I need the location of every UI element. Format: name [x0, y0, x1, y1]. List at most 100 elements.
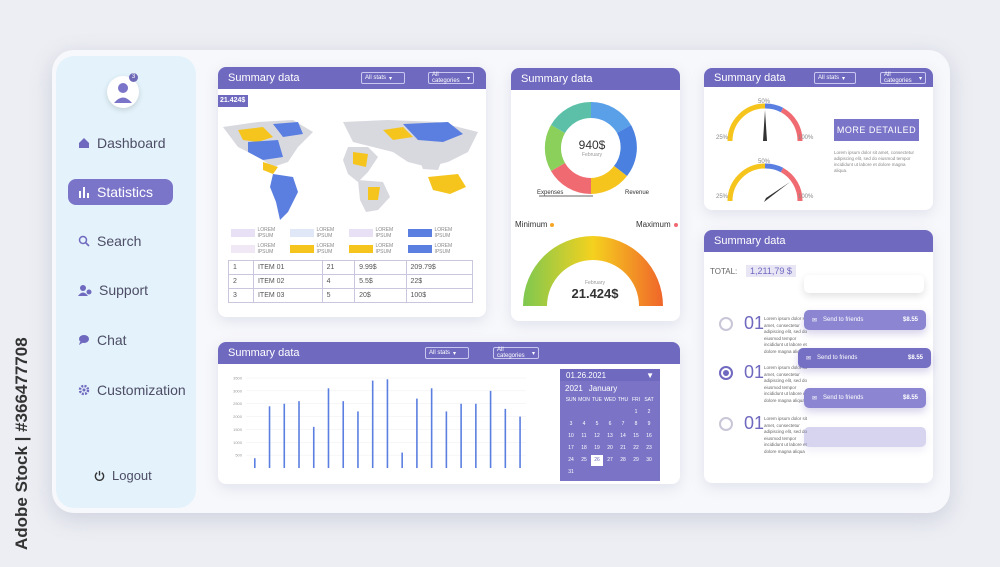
- more-detailed-button[interactable]: MORE DETAILED: [834, 119, 919, 141]
- calendar-day[interactable]: 20: [607, 445, 613, 451]
- sidebar-item-label: Search: [97, 233, 142, 249]
- send-to-friends-button[interactable]: ✉ Send to friends $8.55: [804, 388, 926, 408]
- calendar-month: January: [588, 384, 618, 393]
- bar[interactable]: [342, 401, 345, 468]
- donut-center-value: 940$: [578, 138, 606, 152]
- gauge-1-100: 100%: [798, 135, 814, 141]
- radio-option-1[interactable]: [719, 317, 733, 331]
- bar[interactable]: [489, 390, 492, 468]
- category-filter-dropdown[interactable]: All categories ▾: [880, 72, 926, 84]
- calendar-day[interactable]: 3: [569, 421, 573, 427]
- avatar[interactable]: [107, 76, 139, 108]
- calendar-day: [591, 407, 603, 418]
- sidebar-item-chat[interactable]: Chat: [68, 327, 173, 353]
- legend-item: LOREM IPSUM: [349, 243, 406, 255]
- calendar-day[interactable]: 27: [607, 457, 613, 463]
- table-row[interactable]: 3 ITEM 03 5 20$ 100$: [228, 288, 474, 303]
- calendar-day[interactable]: 10: [568, 433, 574, 439]
- calendar-day[interactable]: 1: [634, 409, 638, 415]
- sidebar-item-search[interactable]: Search: [68, 228, 173, 254]
- calendar-day[interactable]: 13: [607, 433, 613, 439]
- table-row[interactable]: 1 ITEM 01 21 9.99$ 209.79$: [228, 260, 474, 275]
- calendar-day[interactable]: 17: [568, 445, 574, 451]
- table-row[interactable]: 2 ITEM 02 4 5.5$ 22$: [228, 274, 474, 289]
- gauge-card: Summary data All stats ▾ All categories ▾ …: [704, 68, 933, 210]
- bar[interactable]: [401, 452, 403, 468]
- stats-filter-dropdown[interactable]: All stats ▾: [425, 347, 469, 359]
- y-tick-label: 1000: [233, 440, 243, 445]
- calendar-day[interactable]: 30: [646, 457, 652, 463]
- calendar-day[interactable]: 7: [621, 421, 625, 427]
- map-card: Summary data All stats ▾ All categories ▾ …: [218, 67, 486, 317]
- bar[interactable]: [386, 379, 389, 468]
- calendar-day[interactable]: 19: [594, 445, 600, 451]
- calendar-day[interactable]: 31: [568, 469, 574, 475]
- card-header: Summary data All stats ▾ All categories ▾: [218, 67, 486, 89]
- bar[interactable]: [416, 398, 418, 468]
- calendar-day[interactable]: 28: [620, 457, 626, 463]
- calendar-day[interactable]: 12: [594, 433, 600, 439]
- radio-option-3[interactable]: [719, 417, 733, 431]
- semi-gauge: [523, 236, 663, 306]
- calendar-day[interactable]: 18: [581, 445, 587, 451]
- stats-filter-dropdown[interactable]: All stats ▾: [361, 72, 405, 84]
- gauge-1: [727, 103, 803, 142]
- send-to-friends-button-ghost: [804, 427, 926, 447]
- calendar-day[interactable]: 4: [582, 421, 586, 427]
- category-filter-dropdown[interactable]: All categories ▾: [428, 72, 474, 84]
- sidebar-item-statistics[interactable]: Statistics: [68, 179, 173, 205]
- bar[interactable]: [371, 380, 374, 468]
- bar[interactable]: [327, 388, 330, 468]
- gauge-2: [727, 163, 803, 202]
- y-tick-label: 3000: [233, 388, 243, 393]
- calendar-day[interactable]: 16: [646, 433, 652, 439]
- chevron-down-icon: ▾: [918, 75, 922, 82]
- weekday-label: SUN: [565, 397, 577, 403]
- bar[interactable]: [312, 426, 315, 468]
- logout-button[interactable]: Logout: [84, 462, 189, 488]
- calendar-day[interactable]: 26: [591, 455, 603, 466]
- calendar-day[interactable]: 15: [633, 433, 639, 439]
- bar[interactable]: [357, 411, 359, 468]
- bar[interactable]: [460, 403, 462, 468]
- category-filter-dropdown[interactable]: All categories ▾: [493, 347, 539, 359]
- calendar-day[interactable]: 21: [620, 445, 626, 451]
- radio-option-2[interactable]: [719, 366, 733, 380]
- calendar-header[interactable]: 01.26.2021 ▼: [560, 369, 660, 381]
- send-to-friends-button[interactable]: ✉ Send to friends $8.55: [804, 310, 926, 330]
- bar[interactable]: [475, 403, 477, 468]
- sidebar-item-dashboard[interactable]: Dashboard: [68, 130, 173, 156]
- price: $8.55: [907, 355, 923, 361]
- row-number: 01: [744, 362, 765, 382]
- bar[interactable]: [519, 416, 521, 468]
- calendar-day[interactable]: 29: [633, 457, 639, 463]
- dropdown-label: All categories: [884, 72, 912, 84]
- legend-item: LOREM IPSUM: [408, 243, 465, 255]
- calendar-day[interactable]: 8: [634, 421, 638, 427]
- bar[interactable]: [283, 403, 286, 468]
- legend-item: LOREM IPSUM: [290, 227, 347, 239]
- calendar-day[interactable]: 9: [647, 421, 651, 427]
- calendar-day[interactable]: 11: [581, 433, 587, 439]
- table-cell: 3: [228, 288, 254, 303]
- maximum-dot: [673, 222, 678, 227]
- calendar-body: 2021 January SUN MON TUE WED THU FRI SAT 1 2 3 4 5 6 7…: [560, 381, 660, 481]
- calendar-day[interactable]: 24: [568, 457, 574, 463]
- calendar-day[interactable]: 2: [647, 409, 651, 415]
- stats-filter-dropdown[interactable]: All stats ▾: [814, 72, 856, 84]
- bar[interactable]: [445, 411, 448, 468]
- bar[interactable]: [268, 406, 271, 468]
- calendar-day[interactable]: 25: [581, 457, 587, 463]
- sidebar-item-customization[interactable]: Customization: [68, 377, 188, 403]
- send-to-friends-button[interactable]: ✉ Send to friends $8.55: [798, 348, 931, 368]
- calendar-day[interactable]: 14: [620, 433, 626, 439]
- bar[interactable]: [504, 408, 507, 468]
- bar[interactable]: [254, 458, 256, 468]
- calendar-day[interactable]: 23: [646, 445, 652, 451]
- bar[interactable]: [430, 388, 433, 468]
- calendar-day[interactable]: 6: [608, 421, 612, 427]
- bar[interactable]: [298, 401, 300, 468]
- calendar-day[interactable]: 5: [595, 421, 599, 427]
- calendar-day[interactable]: 22: [633, 445, 639, 451]
- sidebar-item-support[interactable]: Support: [68, 277, 173, 303]
